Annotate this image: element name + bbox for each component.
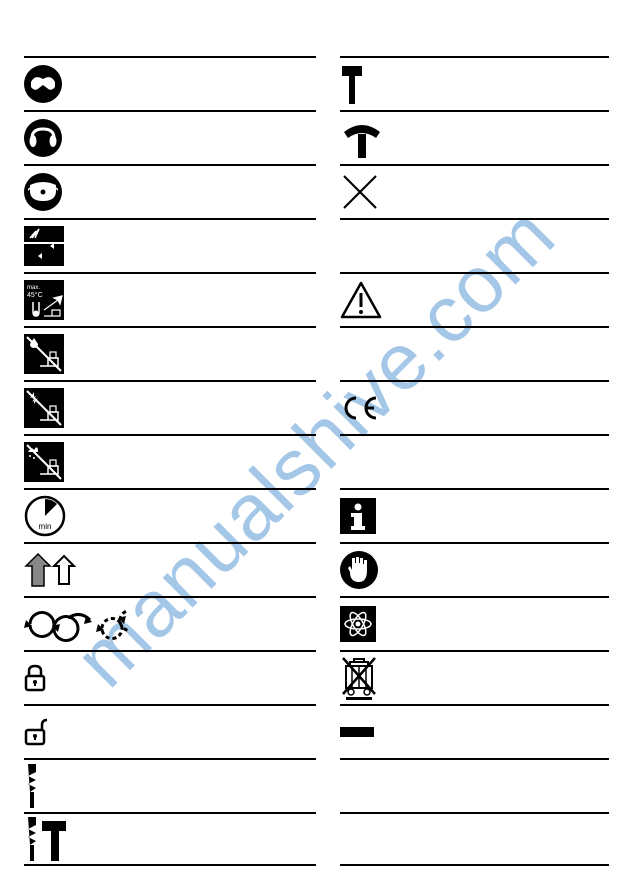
row-hammer-drill bbox=[24, 812, 316, 866]
row-weee bbox=[340, 650, 609, 704]
temperature-icon: max.45°C bbox=[24, 280, 64, 320]
page-container: max.45°C min bbox=[0, 0, 629, 886]
row-gloves bbox=[340, 542, 609, 596]
ce-icon bbox=[340, 394, 380, 422]
row-arrows-up bbox=[24, 542, 316, 596]
row-splinter bbox=[24, 218, 316, 272]
bar-icon bbox=[340, 727, 374, 737]
drill-bit-icon bbox=[24, 764, 40, 808]
row-lock-closed bbox=[24, 650, 316, 704]
cross-icon bbox=[340, 172, 380, 212]
no-fire-icon bbox=[24, 388, 64, 428]
row-rotation bbox=[24, 596, 316, 650]
row-clock: min bbox=[24, 488, 316, 542]
arrows-up-icon bbox=[24, 550, 80, 590]
screwdriver-icon bbox=[340, 64, 364, 104]
clock-icon: min bbox=[24, 495, 66, 537]
no-smoke-icon bbox=[24, 442, 64, 482]
row-blank-5 bbox=[340, 812, 609, 866]
row-ear-protection bbox=[24, 110, 316, 164]
ear-protection-icon bbox=[24, 119, 62, 157]
weee-icon bbox=[340, 656, 378, 700]
svg-text:45°C: 45°C bbox=[27, 291, 43, 299]
row-drill-bit bbox=[24, 758, 316, 812]
hammer-drill-icon bbox=[24, 817, 70, 861]
row-lock-open bbox=[24, 704, 316, 758]
row-blank-3 bbox=[340, 434, 609, 488]
eye-protection-icon bbox=[24, 65, 62, 103]
info-icon bbox=[340, 498, 376, 534]
rotation-icon bbox=[24, 606, 128, 642]
row-no-smoke bbox=[24, 434, 316, 488]
splinter-icon bbox=[24, 226, 64, 266]
header-row-right bbox=[340, 18, 609, 56]
row-screwdriver bbox=[340, 56, 609, 110]
atom-icon bbox=[340, 606, 376, 642]
svg-text:max.: max. bbox=[27, 285, 40, 291]
svg-text:min: min bbox=[39, 522, 52, 531]
dust-mask-icon bbox=[24, 173, 62, 211]
row-dust-mask bbox=[24, 164, 316, 218]
row-info bbox=[340, 488, 609, 542]
row-chisel bbox=[340, 110, 609, 164]
row-blank-2 bbox=[340, 326, 609, 380]
row-no-liquid bbox=[24, 326, 316, 380]
row-bar bbox=[340, 704, 609, 758]
chisel-icon bbox=[340, 118, 386, 158]
row-eye-protection bbox=[24, 56, 316, 110]
row-cross bbox=[340, 164, 609, 218]
no-liquid-icon bbox=[24, 334, 64, 374]
row-warning bbox=[340, 272, 609, 326]
row-blank-1 bbox=[340, 218, 609, 272]
row-blank-4 bbox=[340, 758, 609, 812]
row-atom bbox=[340, 596, 609, 650]
lock-closed-icon bbox=[24, 664, 46, 692]
warning-icon bbox=[340, 281, 382, 319]
row-ce bbox=[340, 380, 609, 434]
row-temperature: max.45°C bbox=[24, 272, 316, 326]
header-row-left bbox=[24, 18, 316, 56]
lock-open-icon bbox=[24, 718, 50, 746]
left-column: max.45°C min bbox=[24, 18, 316, 866]
right-column bbox=[340, 18, 609, 866]
gloves-icon bbox=[340, 551, 378, 589]
row-no-fire bbox=[24, 380, 316, 434]
